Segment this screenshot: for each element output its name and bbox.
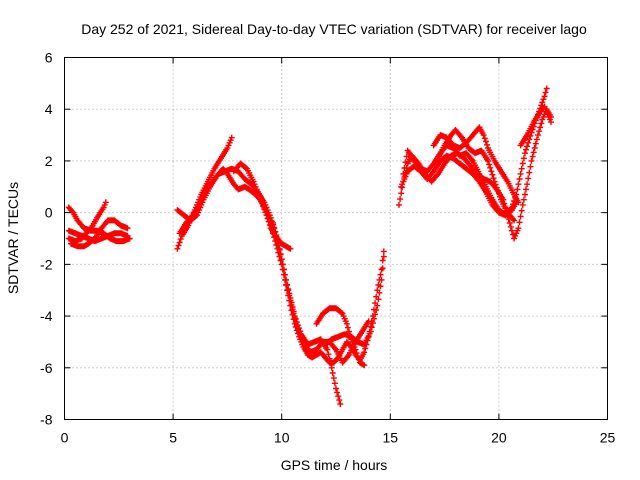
y-tick-label: 6 [45, 50, 53, 66]
y-tick-label: -8 [40, 412, 53, 428]
x-tick-label: 25 [600, 430, 616, 446]
data-track-14 [430, 124, 522, 206]
y-tick-label: -6 [40, 360, 53, 376]
y-tick-label: 0 [45, 205, 53, 221]
data-point-markers [517, 103, 554, 149]
data-track-10 [322, 253, 387, 348]
data-point-markers [68, 217, 131, 250]
y-tick-label: -4 [40, 308, 53, 324]
y-tick-label: -2 [40, 256, 53, 272]
data-point-markers [65, 199, 109, 245]
data-track-8 [270, 220, 344, 407]
y-tick-label: 2 [45, 153, 53, 169]
x-tick-label: 0 [61, 430, 69, 446]
data-track-7 [230, 160, 294, 252]
data-track-2 [68, 217, 131, 250]
data-track-9 [313, 305, 368, 369]
data-track-15 [435, 126, 518, 224]
plot-frame [64, 57, 608, 420]
data-point-markers [313, 305, 368, 369]
data-point-markers [398, 152, 520, 219]
data-point-markers [230, 160, 294, 252]
grid-lines [64, 57, 608, 420]
data-point-markers [322, 253, 387, 348]
x-tick-label: 5 [169, 430, 177, 446]
y-tick-label: 4 [45, 101, 53, 117]
data-track-13 [398, 152, 520, 219]
data-point-markers [270, 220, 344, 407]
data-track-3 [65, 199, 109, 245]
axis-ticks: 0 5 10 15 20 25 -8 -6 -4 -2 0 2 4 6 [40, 50, 615, 446]
data-point-markers [435, 126, 518, 224]
chart-title: Day 252 of 2021, Sidereal Day-to-day VTE… [81, 21, 587, 37]
x-tick-label: 15 [383, 430, 399, 446]
data-points [65, 85, 554, 407]
y-axis-label: SDTVAR / TECUs [5, 182, 21, 294]
x-tick-label: 20 [491, 430, 507, 446]
x-tick-label: 10 [274, 430, 290, 446]
data-point-markers [430, 124, 522, 206]
data-track-16 [517, 103, 554, 149]
x-axis-label: GPS time / hours [281, 457, 388, 473]
